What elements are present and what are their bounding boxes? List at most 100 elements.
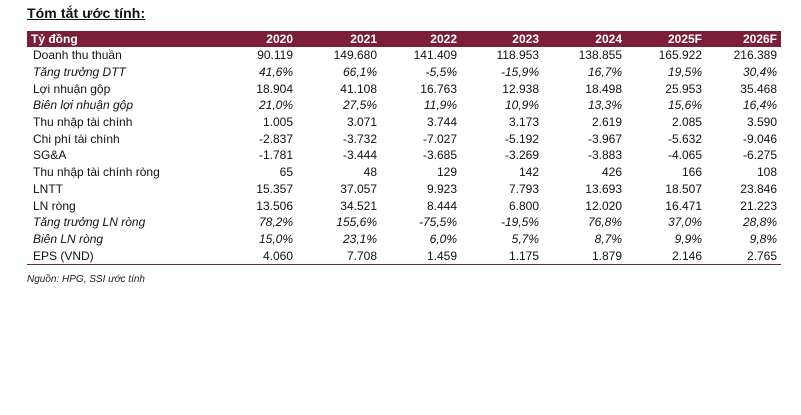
row-label: LN ròng — [33, 198, 76, 213]
table-cell: 3.744 — [426, 115, 457, 130]
table-cell: 13,3% — [587, 98, 622, 113]
table-cell: 108 — [756, 165, 777, 180]
table-cell: 155,6% — [336, 215, 377, 230]
table-cell: 13.693 — [585, 181, 622, 196]
table-cell: 23.846 — [740, 181, 777, 196]
table-cell: 142 — [518, 165, 539, 180]
table-cell: 25.953 — [665, 81, 702, 96]
column-header: 2022 — [381, 31, 461, 47]
table-cell: 149.680 — [333, 48, 377, 63]
table-cell: 1.005 — [262, 115, 293, 130]
table-cell: 18.498 — [585, 81, 622, 96]
table-row: Biên LN ròng 15,0% 23,1% 6,0% 5,7% 8,7% 9,9% 9,… — [27, 231, 781, 248]
table-cell: -7.027 — [422, 131, 457, 146]
table-cell: 78,2% — [258, 215, 293, 230]
column-header: 2021 — [297, 31, 381, 47]
table-cell: 76,8% — [587, 215, 622, 230]
row-label: Thu nhập tài chính — [33, 115, 133, 130]
table-cell: 90.119 — [257, 48, 293, 63]
row-label: Thu nhập tài chính ròng — [33, 165, 160, 180]
row-label: Biên LN ròng — [33, 231, 104, 246]
table-row: Thu nhập tài chính ròng 65 48 129 142 426 166 1… — [27, 164, 781, 181]
table-cell: 16,4% — [742, 98, 777, 113]
table-cell: 166 — [681, 165, 702, 180]
table-cell: 11,9% — [423, 98, 457, 113]
table-cell: 426 — [601, 165, 622, 180]
table-cell: 16,7% — [587, 65, 622, 80]
table-cell: -5.632 — [667, 131, 702, 146]
table-row: SG&A -1.781 -3.444 -3.685 -3.269 -3.883 -4.065… — [27, 147, 781, 164]
table-cell: -3.967 — [587, 131, 622, 146]
row-label: LNTT — [33, 181, 63, 196]
table-cell: 2.085 — [671, 115, 702, 130]
table-cell: 6.800 — [508, 198, 539, 213]
table-row: Tăng trưởng LN ròng 78,2% 155,6% -75,5% -19,… — [27, 214, 781, 231]
table-cell: -6.275 — [742, 148, 777, 163]
table-cell: -4.065 — [667, 148, 702, 163]
table-cell: -15,9% — [500, 65, 539, 80]
table-cell: -19,5% — [500, 215, 539, 230]
table-cell: 3.590 — [746, 115, 777, 130]
table-cell: 6,0% — [429, 231, 457, 246]
row-label: Lợi nhuận gộp — [33, 81, 111, 96]
table-cell: -9.046 — [742, 131, 777, 146]
table-cell: -3.685 — [422, 148, 457, 163]
row-label: Biên lợi nhuận gộp — [33, 98, 133, 113]
table-row: Tăng trưởng DTT 41,6% 66,1% -5,5% -15,9% 16,7… — [27, 64, 781, 81]
table-cell: 138.855 — [578, 48, 622, 63]
table-cell: 21.223 — [740, 198, 777, 213]
column-header: 2020 — [213, 31, 297, 47]
table-cell: 66,1% — [342, 65, 377, 80]
page-title: Tóm tắt ước tính: — [27, 5, 146, 21]
column-header: 2025F — [626, 31, 706, 47]
table-row: Biên lợi nhuận gộp 21,0% 27,5% 11,9% 10,9% 13… — [27, 97, 781, 114]
table-cell: 12.938 — [502, 81, 539, 96]
table-cell: 9.923 — [426, 181, 457, 196]
row-label: Tăng trưởng DTT — [33, 65, 126, 80]
table-cell: 41.108 — [340, 81, 377, 96]
table-cell: 10,9% — [504, 98, 539, 113]
table-cell: 13.506 — [256, 198, 293, 213]
table-row: Thu nhập tài chính 1.005 3.071 3.744 3.173 2.… — [27, 114, 781, 131]
column-header: 2024 — [543, 31, 626, 47]
table-cell: 35.468 — [740, 81, 777, 96]
table-cell: 216.389 — [733, 48, 777, 63]
table-cell: -75,5% — [418, 215, 457, 230]
table-cell: 16.471 — [665, 198, 702, 213]
table-cell: 8,7% — [594, 231, 622, 246]
table-cell: 65 — [279, 165, 293, 180]
table-cell: 141.409 — [413, 48, 457, 63]
source-note: Nguồn: HPG, SSI ước tính — [27, 274, 145, 285]
table-cell: 5,7% — [511, 231, 539, 246]
table-cell: 15,0% — [258, 231, 293, 246]
table-row: EPS (VND) 4.060 7.708 1.459 1.175 1.879 2.146 2… — [27, 247, 781, 265]
table-cell: 48 — [363, 165, 377, 180]
table-cell: 9,8% — [749, 231, 777, 246]
row-label: Doanh thu thuần — [33, 48, 122, 63]
table-cell: 3.173 — [508, 115, 539, 130]
table-cell: 4.060 — [213, 247, 297, 265]
row-label: EPS (VND) — [27, 247, 213, 265]
table-cell: 12.020 — [585, 198, 622, 213]
table-cell: 7.708 — [297, 247, 381, 265]
table-cell: 30,4% — [742, 65, 777, 80]
table-cell: -5,5% — [425, 65, 457, 80]
table-cell: 23,1% — [342, 231, 377, 246]
table-row: Doanh thu thuần 90.119 149.680 141.409 118.9… — [27, 47, 781, 64]
table-cell: 7.793 — [508, 181, 539, 196]
table-cell: 2.619 — [591, 115, 622, 130]
table-cell: 16.763 — [420, 81, 457, 96]
table-row: LNTT 15.357 37.057 9.923 7.793 13.693 18.507 23… — [27, 181, 781, 198]
table-cell: 1.459 — [381, 247, 461, 265]
table-cell: 34.521 — [340, 198, 377, 213]
table-cell: 27,5% — [342, 98, 377, 113]
column-header: 2026F — [706, 31, 781, 47]
estimates-table: Tỷ đồng 2020 2021 2022 2023 2024 2025F 2… — [27, 31, 781, 265]
table-cell: 165.922 — [658, 48, 702, 63]
table-cell: 1.175 — [461, 247, 543, 265]
table-cell: 1.879 — [543, 247, 626, 265]
table-cell: -5.192 — [504, 131, 539, 146]
column-header: 2023 — [461, 31, 543, 47]
table-header-row: Tỷ đồng 2020 2021 2022 2023 2024 2025F 2… — [27, 31, 781, 47]
table-cell: -1.781 — [258, 148, 293, 163]
